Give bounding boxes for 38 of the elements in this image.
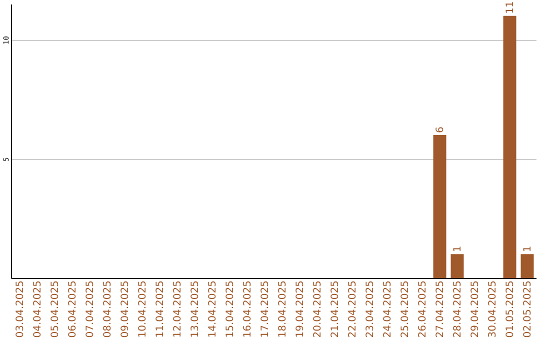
x-tick-label: 07.04.2025 (84, 280, 96, 338)
bar (450, 254, 464, 278)
bar (433, 135, 446, 278)
data-label: 6 (434, 126, 446, 134)
x-tick-label: 21.04.2025 (330, 280, 341, 338)
x-tick-label: 20.04.2025 (312, 280, 324, 338)
x-tick-label: 14.04.2025 (207, 280, 218, 338)
x-tick-label: 19.04.2025 (294, 280, 306, 338)
x-tick-label: 23.04.2025 (364, 280, 376, 338)
x-tick-label: 12.04.2025 (172, 280, 184, 338)
x-tick-label: 05.04.2025 (50, 280, 61, 338)
data-label: 1 (452, 246, 464, 252)
x-tick-label: 09.04.2025 (120, 280, 131, 338)
x-tick-label: 30.04.2025 (487, 280, 498, 338)
x-tick-label: 26.04.2025 (417, 280, 428, 338)
x-tick-label: 18.04.2025 (277, 280, 288, 338)
x-tick-label: 13.04.2025 (190, 280, 201, 338)
x-tick-label: 03.04.2025 (14, 280, 26, 338)
x-tick-label: 01.05.2025 (504, 280, 516, 338)
x-tick-label: 06.04.2025 (67, 280, 78, 338)
data-label: 11 (504, 1, 516, 14)
x-tick-label: 17.04.2025 (260, 280, 271, 338)
x-tick-label: 08.04.2025 (102, 280, 114, 338)
x-tick-label: 27.04.2025 (434, 280, 446, 338)
x-tick-label: 02.05.2025 (522, 280, 534, 338)
x-tick-label: 28.04.2025 (452, 280, 464, 338)
x-tick-label: 10.04.2025 (137, 280, 148, 338)
bar (520, 254, 534, 278)
x-tick-label: 04.04.2025 (32, 280, 44, 338)
x-tick-label: 11.04.2025 (154, 280, 166, 338)
x-tick-label: 25.04.2025 (400, 280, 411, 338)
x-tick-label: 16.04.2025 (242, 280, 254, 338)
data-label: 1 (522, 246, 534, 252)
x-tick-label: 29.04.2025 (470, 280, 481, 338)
bar (503, 16, 516, 278)
x-tick-label: 22.04.2025 (347, 280, 358, 338)
x-tick-label: 15.04.2025 (224, 280, 236, 338)
x-tick-label: 24.04.2025 (382, 280, 394, 338)
